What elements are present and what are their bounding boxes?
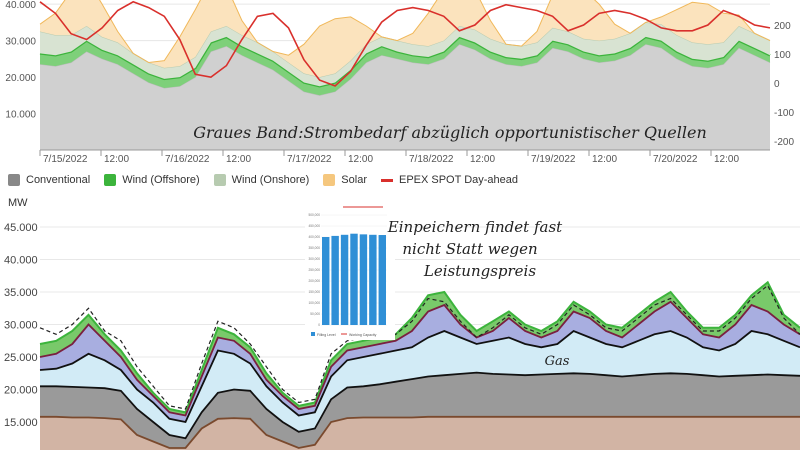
- top-x-tick: 7/19/2022: [531, 154, 576, 165]
- inset-y-tick: 450,000: [308, 224, 320, 228]
- renewable-area-edge: [39, 280, 800, 414]
- top-right-tick: -200: [774, 137, 794, 148]
- legend-label-wind-onshore: Wind (Onshore): [231, 174, 310, 186]
- inset-legend-filling: Filling Level: [317, 333, 336, 337]
- bottom-y-tick: 45.000: [4, 222, 38, 234]
- epex-line-swatch: [380, 178, 393, 182]
- storage-annotation-line1: Einpeichern findet fast: [387, 218, 563, 236]
- epex-price-line: [39, 0, 771, 87]
- legend-label-wind-offshore: Wind (Offshore): [122, 174, 200, 186]
- bottom-y-tick: 30.000: [4, 320, 38, 332]
- inset-y-axis: 500,000 450,000 400,000 350,000 300,000 250,0…: [308, 213, 320, 327]
- top-y-tick: 40.000: [5, 0, 36, 11]
- bottom-y-tick: 20.000: [4, 385, 38, 397]
- conventional-area: [40, 44, 770, 151]
- biomass-area-edge: [40, 415, 800, 449]
- legend-label-conventional: Conventional: [26, 174, 91, 186]
- bottom-line-series: [39, 284, 800, 410]
- top-area-series: [39, 0, 771, 151]
- wind-onshore-swatch: [213, 174, 226, 186]
- inset-y-tick: 200,000: [308, 279, 320, 283]
- conventional-area-edge: [39, 43, 771, 96]
- bottom-storage-chart: 45.000 40.000 35.000 30.000 25.000 20.000 15.0…: [4, 195, 800, 450]
- top-right-axis: 200 100 0 -100 -200: [774, 21, 794, 148]
- top-x-axis: 7/15/2022 12:00 7/16/2022 12:00 7/17/2022 12:…: [39, 149, 770, 165]
- bottom-y-axis: 45.000 40.000 35.000 30.000 25.000 20.000 15.0…: [4, 222, 38, 429]
- inset-bar: [378, 235, 386, 325]
- top-left-axis: 40.000 30.000 20.000 10.000: [5, 0, 36, 120]
- bottom-y-unit: MW: [8, 197, 28, 209]
- storage-inset-chart: 500,000 450,000 400,000 350,000 300,000 250,0…: [305, 195, 395, 340]
- inset-legend-working: Working Capacity: [349, 333, 377, 337]
- top-y-tick: 20.000: [5, 73, 36, 84]
- inset-y-tick: 50,000: [310, 312, 320, 316]
- bottom-area-series: [39, 280, 800, 450]
- bottom-y-tick: 35.000: [4, 287, 38, 299]
- demand-dashed-line: [39, 284, 800, 410]
- gas-annotation: Gas: [545, 354, 570, 369]
- gas-area-edge: [39, 329, 800, 424]
- lignite-area-edge: [40, 371, 800, 440]
- storage-annotation-line3: Leistungspreis: [423, 262, 536, 280]
- top-x-tick: 7/16/2022: [165, 154, 210, 165]
- top-x-tick: 12:00: [592, 154, 617, 165]
- top-x-tick: 12:00: [104, 154, 129, 165]
- inset-y-tick: 0: [318, 323, 320, 327]
- bottom-y-tick: 15.000: [4, 417, 38, 429]
- top-x-tick: 7/17/2022: [287, 154, 332, 165]
- inset-y-tick: 500,000: [308, 213, 320, 217]
- inset-bar: [340, 234, 349, 325]
- storage-annotation-line2: nicht Statt wegen: [402, 240, 537, 258]
- bottom-y-tick: 25.000: [4, 352, 38, 364]
- inset-bar: [369, 234, 377, 325]
- top-x-tick: 7/20/2022: [653, 154, 698, 165]
- inset-y-tick: 300,000: [308, 257, 320, 261]
- top-y-tick: 30.000: [5, 37, 36, 48]
- biomass-area: [40, 416, 800, 450]
- inset-y-tick: 250,000: [308, 268, 320, 272]
- top-x-tick: 12:00: [226, 154, 251, 165]
- legend-label-solar: Solar: [341, 174, 367, 186]
- top-x-tick: 12:00: [714, 154, 739, 165]
- price-line-series: [39, 0, 771, 87]
- inset-y-tick: 100,000: [308, 301, 320, 305]
- inset-bar: [350, 233, 358, 325]
- top-right-tick: 100: [774, 50, 791, 61]
- inset-y-tick: 350,000: [308, 246, 320, 250]
- solar-area: [40, 0, 770, 78]
- top-x-tick: 12:00: [348, 154, 373, 165]
- wind-offshore-swatch: [104, 174, 117, 186]
- inset-bars: [322, 233, 386, 325]
- top-y-tick: 10.000: [5, 110, 36, 121]
- top-x-tick: 7/15/2022: [43, 154, 88, 165]
- legend-item-epex-spot[interactable]: EPEX SPOT Day-ahead: [380, 174, 519, 186]
- inset-bar: [359, 234, 368, 325]
- legend-item-wind-offshore[interactable]: Wind (Offshore): [104, 174, 200, 186]
- inset-y-tick: 150,000: [308, 290, 320, 294]
- legend-item-solar[interactable]: Solar: [323, 174, 367, 186]
- bottom-y-tick: 40.000: [4, 255, 38, 267]
- legend-item-wind-onshore[interactable]: Wind (Onshore): [213, 174, 310, 186]
- wind-onshore-area-edge: [39, 21, 771, 78]
- inset-y-tick: 400,000: [308, 235, 320, 239]
- top-power-chart: 40.000 30.000 20.000 10.000 200 100 0 -100 -200…: [5, 0, 794, 165]
- top-right-tick: 200: [774, 21, 791, 32]
- top-right-tick: 0: [774, 79, 780, 90]
- top-annotation: Graues Band:Strombedarf abzüglich opport…: [193, 123, 707, 142]
- inset-bar: [322, 237, 330, 325]
- legend-label-epex-spot: EPEX SPOT Day-ahead: [398, 174, 519, 186]
- inset-bar: [331, 235, 339, 325]
- top-right-tick: -100: [774, 108, 794, 119]
- solar-swatch: [323, 174, 336, 186]
- legend-item-conventional[interactable]: Conventional: [8, 174, 90, 186]
- hard-coal-area-edge: [39, 300, 800, 417]
- top-legend: Conventional Wind (Offshore) Wind (Onsho…: [8, 171, 532, 189]
- conventional-swatch: [8, 174, 20, 186]
- top-x-tick: 7/18/2022: [409, 154, 454, 165]
- inset-legend-bar-swatch: [311, 332, 315, 336]
- top-x-tick: 12:00: [470, 154, 495, 165]
